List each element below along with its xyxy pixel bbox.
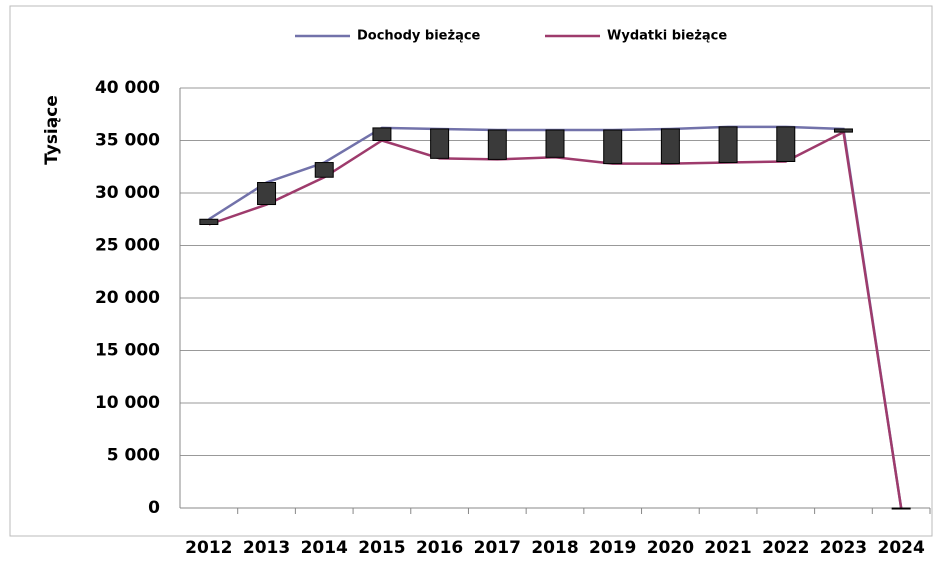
y-tick-label: 20 000 [95, 288, 160, 308]
up-down-bar [257, 182, 277, 206]
x-tick-label: 2020 [647, 538, 694, 558]
up-down-bar [660, 128, 680, 165]
chart-frame [9, 5, 933, 537]
up-down-bar [603, 129, 623, 165]
up-down-bar [833, 128, 853, 133]
x-tick-label: 2022 [762, 538, 809, 558]
y-tick-label: 40 000 [95, 78, 160, 98]
up-down-bar [199, 218, 219, 225]
legend-label: Dochody bieżące [357, 29, 481, 44]
up-down-bar [891, 507, 911, 510]
y-tick-label: 25 000 [95, 236, 160, 256]
x-tick-label: 2024 [877, 538, 924, 558]
y-tick-label: 15 000 [95, 341, 160, 361]
x-tick-label: 2018 [531, 538, 578, 558]
up-down-bar [372, 127, 392, 142]
line-series [208, 130, 903, 509]
y-axis-label: Tysiące [42, 95, 62, 165]
x-tick-label: 2017 [474, 538, 521, 558]
x-tick-label: 2023 [820, 538, 867, 558]
x-tick-label: 2013 [243, 538, 290, 558]
up-down-bar [487, 129, 507, 160]
x-tick-label: 2014 [301, 538, 348, 558]
y-tick-label: 35 000 [95, 131, 160, 151]
legend-label: Wydatki bieżące [607, 29, 727, 44]
y-tick-label: 0 [148, 498, 160, 518]
y-tick-label: 5 000 [107, 446, 160, 466]
up-down-bar [314, 162, 334, 178]
y-tick-label: 30 000 [95, 183, 160, 203]
x-tick-label: 2019 [589, 538, 636, 558]
x-tick-label: 2012 [185, 538, 232, 558]
x-tick-label: 2016 [416, 538, 463, 558]
up-down-bar [545, 129, 565, 158]
x-tick-label: 2021 [704, 538, 751, 558]
up-down-bar [430, 128, 450, 159]
y-tick-label: 10 000 [95, 393, 160, 413]
x-tick-label: 2015 [358, 538, 405, 558]
up-down-bar [776, 126, 796, 162]
up-down-bar [718, 126, 738, 164]
